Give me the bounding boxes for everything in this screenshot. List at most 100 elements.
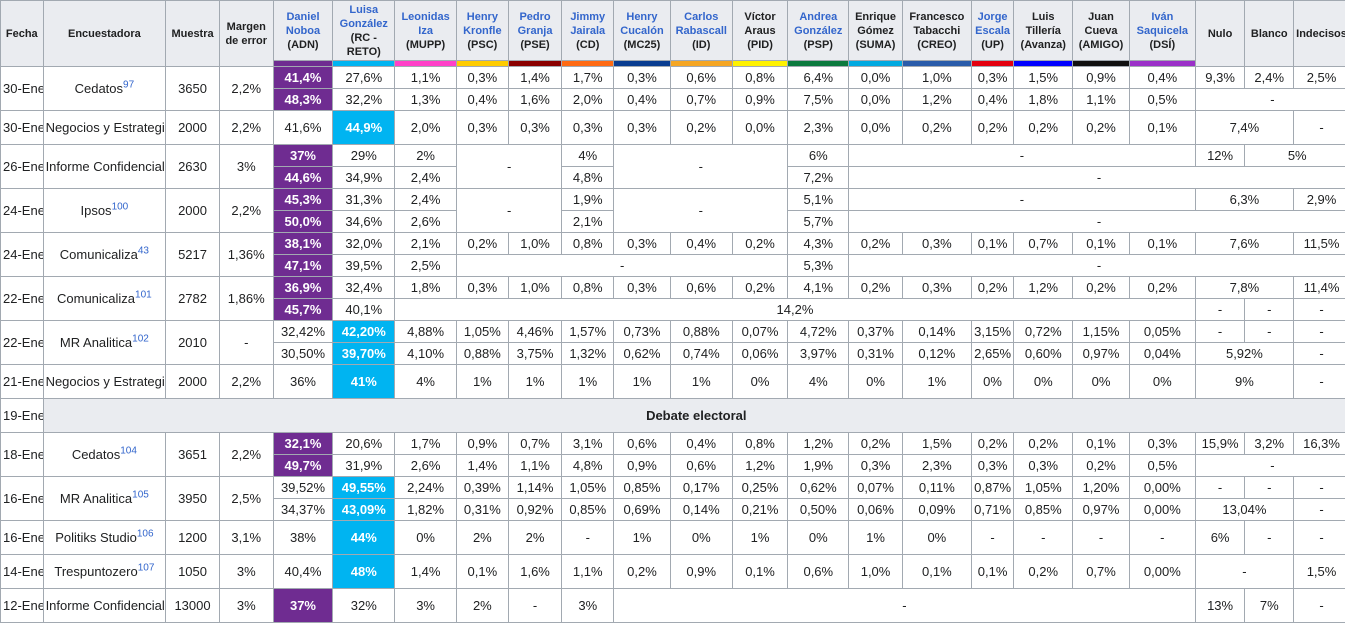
pollster-link[interactable]: MR Analitica [60, 335, 132, 350]
value-cell: - [1073, 521, 1130, 555]
pollster-link[interactable]: Ipsos [80, 203, 111, 218]
value-cell: 0,85% [614, 477, 671, 499]
value-cell: 3% [562, 589, 614, 623]
value-cell: 31,9% [333, 455, 395, 477]
col-indecisos[interactable]: Indecisos [1294, 1, 1345, 67]
ref-link[interactable]: 105 [132, 489, 149, 500]
pollster-link[interactable]: Comunicaliza [60, 247, 138, 262]
value-cell: 0,3% [614, 67, 671, 89]
value-cell: 0,7% [1073, 555, 1130, 589]
indecisos-cell: 2,9% [1294, 189, 1345, 211]
candidate-link[interactable]: Jimmy Jairala [570, 11, 605, 37]
ref-link[interactable]: 104 [120, 445, 137, 456]
value-cell: 2,3% [902, 455, 971, 477]
col-candidate[interactable]: Pedro Granja(PSE) [508, 1, 562, 61]
value-cell: 1,8% [1014, 89, 1073, 111]
col-candidate[interactable]: Henry Kronfle(PSC) [457, 1, 509, 61]
col-candidate[interactable]: Andrea González(PSP) [788, 1, 849, 61]
col-candidate[interactable]: Víctor Araus(PID) [732, 1, 788, 61]
candidate-link[interactable]: Daniel Noboa [286, 11, 320, 37]
value-cell: 0,6% [670, 67, 732, 89]
blanco-cell: 3,2% [1245, 433, 1294, 455]
candidate-link[interactable]: Carlos Rabascall [676, 11, 727, 37]
pollster-link[interactable]: Trespuntozero [54, 564, 137, 579]
pollster-link[interactable]: Politiks Studio [55, 530, 137, 545]
pollster-link[interactable]: MR Analitica [60, 491, 132, 506]
pollster-link[interactable]: Informe Confidencial [46, 598, 165, 613]
candidate-link[interactable]: Andrea González [794, 11, 842, 37]
col-blanco[interactable]: Blanco [1245, 1, 1294, 67]
ref-link[interactable]: 43 [138, 245, 149, 256]
value-cell: 29% [333, 145, 395, 167]
col-candidate[interactable]: Francesco Tabacchi(CREO) [902, 1, 971, 61]
sample-cell: 1200 [166, 521, 220, 555]
value-cell: 37% [273, 589, 333, 623]
col-candidate[interactable]: Enrique Gómez(SUMA) [849, 1, 903, 61]
pollster-link[interactable]: Cedatos [75, 81, 123, 96]
col-candidate[interactable]: Iván Saquicela(DSÍ) [1129, 1, 1195, 61]
value-cell: 1,4% [395, 555, 457, 589]
candidate-link[interactable]: Pedro Granja [518, 11, 553, 37]
col-candidate[interactable]: Leonidas Iza(MUPP) [395, 1, 457, 61]
col-muestra[interactable]: Muestra [166, 1, 220, 67]
sample-cell: 1050 [166, 555, 220, 589]
candidate-name: Juan Cueva [1085, 11, 1118, 37]
candidate-link[interactable]: Henry Kronfle [463, 11, 502, 37]
value-cell: 0,00% [1129, 477, 1195, 499]
pollster-link[interactable]: Comunicaliza [57, 291, 135, 306]
value-cell: 4% [788, 365, 849, 399]
ref-link[interactable]: 106 [137, 528, 154, 539]
col-candidate[interactable]: Carlos Rabascall(ID) [670, 1, 732, 61]
col-candidate[interactable]: Juan Cueva(AMIGO) [1073, 1, 1130, 61]
value-cell: 32,2% [333, 89, 395, 111]
value-cell: 5,3% [788, 255, 849, 277]
value-cell: 1% [670, 365, 732, 399]
value-cell: 2% [508, 521, 562, 555]
date-cell: 24-Ene [1, 189, 44, 233]
col-candidate[interactable]: Henry Cucalón(MC25) [614, 1, 671, 61]
candidate-link[interactable]: Iván Saquicela [1137, 11, 1188, 37]
col-candidate[interactable]: Jimmy Jairala(CD) [562, 1, 614, 61]
value-cell: 44% [333, 521, 395, 555]
table-row: 21-Ene Negocios y Estrategias103 2000 2,… [1, 365, 1345, 399]
col-candidate[interactable]: Luis Tillería(Avanza) [1014, 1, 1073, 61]
candidate-link[interactable]: Leonidas Iza [401, 11, 449, 37]
nulo-cell: 13% [1195, 589, 1245, 623]
col-encuestadora[interactable]: Encuestadora [43, 1, 166, 67]
value-cell: 0,1% [732, 555, 788, 589]
value-cell: 0,3% [614, 277, 671, 299]
value-cell: 0,1% [971, 233, 1014, 255]
col-nulo[interactable]: Nulo [1195, 1, 1245, 67]
ref-link[interactable]: 100 [112, 201, 129, 212]
pollster-link[interactable]: Cedatos [72, 447, 120, 462]
value-cell: 0,2% [614, 555, 671, 589]
value-cell: 0,6% [614, 433, 671, 455]
table-row: 24-Ene Comunicaliza43 5217 1,36% 38,1% 3… [1, 233, 1345, 255]
pollster-link[interactable]: Negocios y Estrategias [46, 374, 166, 389]
ref-link[interactable]: 97 [123, 79, 134, 90]
candidate-link[interactable]: Jorge Escala [975, 11, 1010, 37]
col-candidate[interactable]: Jorge Escala(UP) [971, 1, 1014, 61]
value-cell: 4,1% [788, 277, 849, 299]
value-cell: 1,6% [508, 555, 562, 589]
ref-link[interactable]: 107 [138, 562, 155, 573]
candidate-link[interactable]: Luisa González [340, 4, 388, 30]
value-cell: 1,82% [395, 499, 457, 521]
value-cell: 34,9% [333, 167, 395, 189]
party-label: (Avanza) [1021, 39, 1066, 51]
pollster-link[interactable]: Informe Confidencial [46, 159, 165, 174]
col-fecha[interactable]: Fecha [1, 1, 44, 67]
pollster-link[interactable]: Negocios y Estrategias [46, 120, 166, 135]
col-candidate[interactable]: Daniel Noboa(ADN) [273, 1, 333, 61]
value-cell: 0,31% [457, 499, 509, 521]
col-margen[interactable]: Margen de error [219, 1, 273, 67]
ref-link[interactable]: 101 [135, 289, 152, 300]
value-cell: 0,14% [902, 321, 971, 343]
value-cell: - [457, 255, 788, 277]
candidate-link[interactable]: Henry Cucalón [620, 11, 663, 37]
value-cell: 2,1% [562, 211, 614, 233]
pollster-cell: Negocios y Estrategias98 [43, 111, 166, 145]
value-cell: 3,15% [971, 321, 1014, 343]
ref-link[interactable]: 102 [132, 333, 149, 344]
col-candidate[interactable]: Luisa González(RC - RETO) [333, 1, 395, 61]
